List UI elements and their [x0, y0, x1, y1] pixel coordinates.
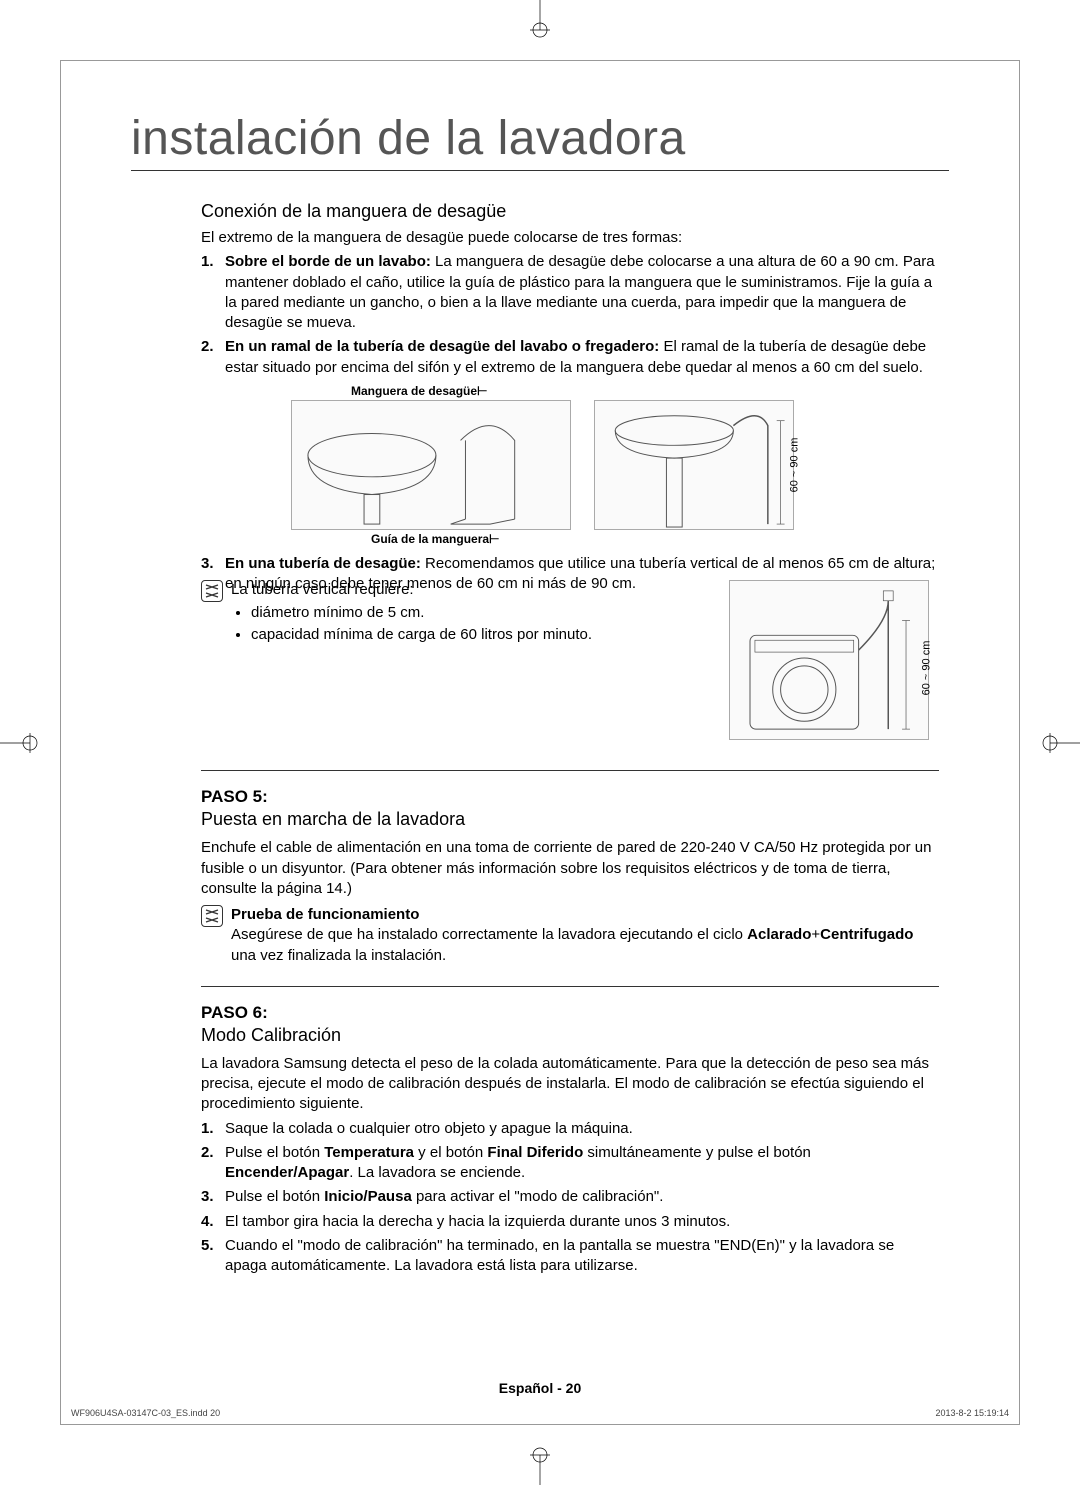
- step6-item-2: 2.Pulse el botón Temperatura y el botón …: [225, 1143, 939, 1184]
- step5-text: Enchufe el cable de alimentación en una …: [201, 838, 939, 899]
- crop-mark-right: [1040, 723, 1080, 763]
- drain-item-1: 1. Sobre el borde de un lavabo: La mangu…: [225, 252, 939, 333]
- step5-note: Prueba de funcionamiento Asegúrese de qu…: [201, 905, 939, 966]
- sink-diagram-area: Manguera de desagüe⊢: [291, 386, 939, 546]
- drain-item3-lead: En una tubería de desagüe:: [225, 555, 421, 572]
- washer-block: La tubería vertical requiere: diámetro m…: [201, 580, 939, 750]
- list-number: 1.: [201, 252, 214, 272]
- step5-heading: PASO 5:: [201, 787, 939, 807]
- hose-label: Manguera de desagüe⊢: [351, 384, 488, 398]
- step5-note-body: Prueba de funcionamiento Asegúrese de qu…: [231, 905, 939, 966]
- footer-file: WF906U4SA-03147C-03_ES.indd 20: [71, 1408, 220, 1418]
- step6-item-3: 3.Pulse el botón Inicio/Pausa para activ…: [225, 1187, 939, 1207]
- washer-diagram: 60 ~ 90 cm: [729, 580, 929, 740]
- step6-heading: PASO 6:: [201, 1003, 939, 1023]
- note-icon: [201, 580, 223, 602]
- page-title: instalación de la lavadora: [131, 111, 949, 171]
- step6-item-5: 5.Cuando el "modo de calibración" ha ter…: [225, 1236, 939, 1277]
- list-number: 2.: [201, 337, 214, 357]
- note-icon: [201, 905, 223, 927]
- page-frame: instalación de la lavadora Conexión de l…: [60, 60, 1020, 1425]
- drain-intro: El extremo de la manguera de desagüe pue…: [201, 228, 939, 248]
- crop-mark-top: [520, 0, 560, 40]
- pipe-note-b1: diámetro mínimo de 5 cm.: [251, 603, 607, 623]
- guide-label: Guía de la manguera⊢: [371, 532, 500, 546]
- drain-list: 1. Sobre el borde de un lavabo: La mangu…: [201, 252, 939, 378]
- list-number: 3.: [201, 554, 214, 574]
- drain-item1-lead: Sobre el borde de un lavabo:: [225, 253, 431, 270]
- drain-heading: Conexión de la manguera de desagüe: [201, 201, 939, 222]
- crop-mark-left: [0, 723, 40, 763]
- step5-note-plus: +: [811, 926, 820, 943]
- divider-2: [201, 986, 939, 987]
- step5-note-title: Prueba de funcionamiento: [231, 906, 419, 923]
- dimension-label-2: 60 ~ 90 cm: [921, 641, 933, 696]
- step5-sub: Puesta en marcha de la lavadora: [201, 809, 939, 830]
- pipe-note: La tubería vertical requiere: diámetro m…: [201, 580, 607, 647]
- step6-list: 1.Saque la colada o cualquier otro objet…: [201, 1119, 939, 1277]
- step5-note-a: Asegúrese de que ha instalado correctame…: [231, 926, 747, 943]
- step6-item-4: 4.El tambor gira hacia la derecha y haci…: [225, 1212, 939, 1232]
- sink-diagram-2: 60 ~ 90 cm: [594, 400, 794, 530]
- sink-diagram-1: [291, 400, 571, 530]
- drain-section: Conexión de la manguera de desagüe El ex…: [201, 201, 939, 750]
- divider-1: [201, 770, 939, 771]
- step5-note-c: una vez finalizada la instalación.: [231, 947, 446, 964]
- step5-note-b1: Aclarado: [747, 926, 811, 943]
- drain-item2-lead: En un ramal de la tubería de desagüe del…: [225, 338, 659, 355]
- step6-section: PASO 6: Modo Calibración La lavadora Sam…: [201, 1003, 939, 1277]
- dimension-label-1: 60 ~ 90 cm: [788, 437, 800, 492]
- pipe-note-intro: La tubería vertical requiere:: [231, 581, 414, 598]
- footer-timestamp: 2013-8-2 15:19:14: [935, 1408, 1009, 1418]
- step6-sub: Modo Calibración: [201, 1025, 939, 1046]
- drain-item-2: 2. En un ramal de la tubería de desagüe …: [225, 337, 939, 378]
- pipe-note-body: La tubería vertical requiere: diámetro m…: [231, 580, 607, 647]
- crop-mark-bottom: [520, 1445, 560, 1485]
- footer-page-number: Español - 20: [61, 1380, 1019, 1396]
- content-area: Conexión de la manguera de desagüe El ex…: [131, 201, 949, 1276]
- step5-note-b2: Centrifugado: [820, 926, 913, 943]
- pipe-note-b2: capacidad mínima de carga de 60 litros p…: [251, 625, 607, 645]
- step6-intro: La lavadora Samsung detecta el peso de l…: [201, 1054, 939, 1115]
- step6-item-1: 1.Saque la colada o cualquier otro objet…: [225, 1119, 939, 1139]
- step5-section: PASO 5: Puesta en marcha de la lavadora …: [201, 787, 939, 966]
